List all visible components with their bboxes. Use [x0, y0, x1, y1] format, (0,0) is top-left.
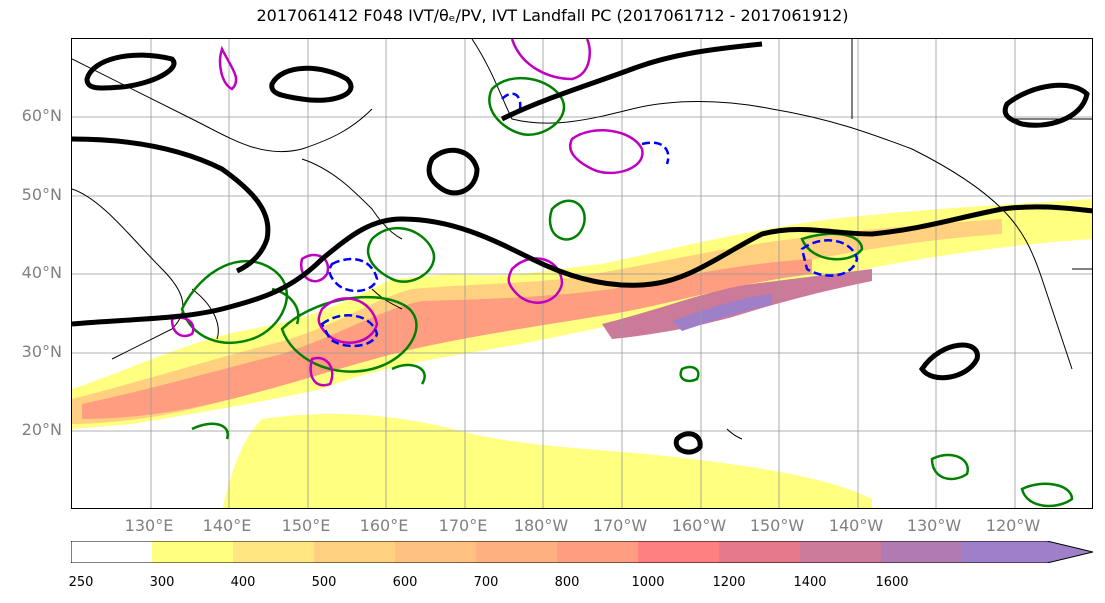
lon-label-130w: 130°W [906, 516, 962, 535]
lon-label-150e: 150°E [281, 516, 331, 535]
colorbar-tick-600: 600 [392, 575, 418, 590]
colorbar-tick-1000: 1000 [631, 575, 665, 590]
colorbar-cell [314, 541, 396, 563]
colorbar-cells [71, 541, 1093, 563]
lon-label-150w: 150°W [749, 516, 805, 535]
theta-e-contours [180, 76, 1074, 508]
colorbar-cell [881, 541, 963, 563]
lon-label-160w: 160°W [671, 516, 727, 535]
colorbar-cell [395, 541, 477, 563]
colorbar-tick-300: 300 [149, 575, 175, 590]
colorbar-tick-400: 400 [230, 575, 256, 590]
lat-label-40n: 40°N [21, 263, 62, 282]
lat-label-20n: 20°N [21, 420, 62, 439]
blue-contours [320, 92, 859, 348]
colorbar-cell [719, 541, 801, 563]
lat-label-30n: 30°N [21, 342, 62, 361]
map-canvas [72, 39, 1092, 508]
lon-label-130e: 130°E [124, 516, 174, 535]
colorbar-cell [638, 541, 720, 563]
colorbar-tick-800: 800 [554, 575, 580, 590]
landfall-pc-contours [72, 41, 1092, 455]
colorbar-cell [476, 541, 558, 563]
lon-label-120w: 120°W [985, 516, 1041, 535]
lon-label-170e: 170°E [438, 516, 488, 535]
colorbar-cell [557, 541, 639, 563]
colorbar-cell [800, 541, 882, 563]
colorbar-tick-250: 250 [68, 575, 94, 590]
colorbar-tick-700: 700 [473, 575, 499, 590]
lon-label-140e: 140°E [202, 516, 252, 535]
colorbar-tick-1400: 1400 [793, 575, 827, 590]
lon-label-160e: 160°E [359, 516, 409, 535]
lat-label-50n: 50°N [21, 185, 62, 204]
colorbar-tick-1200: 1200 [712, 575, 746, 590]
graticule [72, 39, 1092, 508]
lon-label-140w: 140°W [828, 516, 884, 535]
colorbar-tick-500: 500 [311, 575, 337, 590]
colorbar-cell [71, 541, 153, 563]
map-title: 2017061412 F048 IVT/θₑ/PV, IVT Landfall … [256, 6, 849, 25]
lon-label-170w: 170°W [592, 516, 648, 535]
colorbar-tick-1600: 1600 [875, 575, 909, 590]
colorbar-cell [233, 541, 315, 563]
ivt-shading [72, 199, 1092, 508]
ivt-colorbar [71, 541, 1093, 563]
map-panel [71, 38, 1093, 509]
lon-label-180w: 180°W [513, 516, 569, 535]
lat-label-60n: 60°N [21, 106, 62, 125]
colorbar-cell [152, 541, 234, 563]
colorbar-cell [962, 541, 1093, 563]
